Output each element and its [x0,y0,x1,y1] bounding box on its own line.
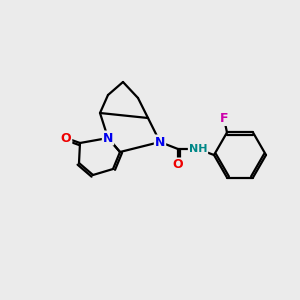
Text: F: F [220,112,228,125]
Text: O: O [61,131,71,145]
Text: NH: NH [189,144,207,154]
Text: N: N [155,136,165,148]
Text: O: O [173,158,183,172]
Text: N: N [103,131,113,145]
